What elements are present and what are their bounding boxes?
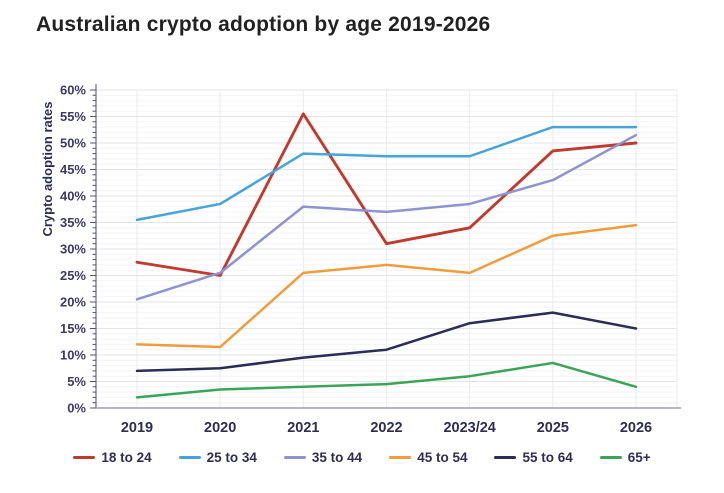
series-line-45-to-54 — [135, 223, 638, 349]
x-gridlines — [136, 90, 678, 408]
legend-label: 35 to 44 — [311, 450, 363, 465]
legend-item-25-to-34: 25 to 34 — [178, 450, 257, 465]
legend-swatch — [178, 456, 201, 459]
series-line-25-to-34 — [135, 125, 638, 222]
y-tick-label: 60% — [60, 83, 86, 98]
legend-label: 45 to 54 — [417, 450, 468, 465]
legend-swatch — [73, 456, 96, 459]
x-tick-label: 2020 — [204, 420, 236, 436]
legend-item-45-to-54: 45 to 54 — [389, 450, 467, 465]
legend-label: 25 to 34 — [206, 450, 257, 465]
y-tick-label: 55% — [60, 109, 86, 124]
legend-label: 18 to 24 — [101, 450, 152, 465]
legend-swatch — [599, 456, 622, 459]
legend-label: 55 to 64 — [522, 450, 573, 465]
y-tick-label: 15% — [60, 321, 86, 336]
series-line-35-to-44 — [135, 133, 638, 301]
chart-legend: 18 to 24 25 to 34 35 to 44 45 to 54 55 to 64… — [0, 450, 724, 465]
x-tick-label: 2021 — [287, 420, 319, 436]
legend-swatch — [283, 456, 306, 459]
y-tick-label: 5% — [67, 374, 86, 389]
x-tick-label: 2025 — [537, 420, 569, 436]
page-title: Australian crypto adoption by age 2019-2… — [36, 13, 491, 36]
legend-swatch — [389, 456, 412, 459]
x-tick-label: 2022 — [370, 420, 402, 436]
legend-swatch — [494, 456, 517, 459]
y-tick-label: 0% — [67, 401, 86, 416]
y-tick-label: 20% — [60, 295, 86, 310]
legend-item-65plus: 65+ — [599, 450, 651, 465]
y-tick-label: 40% — [60, 189, 86, 204]
series-line-18-to-24 — [135, 112, 638, 277]
legend-label: 65+ — [627, 450, 651, 465]
x-tick-label: 2026 — [620, 420, 652, 436]
y-tick-labels: 0% 5% 10% 15% 20% 25% 30% 35% 40% 45% 50% 55% 60% — [60, 83, 86, 416]
legend-item-55-to-64: 55 to 64 — [494, 450, 573, 465]
y-tick-label: 45% — [60, 162, 86, 177]
y-tick-label: 50% — [60, 136, 86, 151]
x-tick-label: 2019 — [121, 420, 153, 436]
y-tick-label: 10% — [60, 348, 86, 363]
series-line-65plus — [135, 361, 638, 399]
x-tick-label: 2023/24 — [443, 420, 495, 436]
y-tick-label: 35% — [60, 215, 86, 230]
legend-item-35-to-44: 35 to 44 — [283, 450, 363, 465]
y-ticks — [90, 89, 96, 409]
legend-item-18-to-24: 18 to 24 — [73, 450, 152, 465]
line-chart-canvas: 0% 5% 10% 15% 20% 25% 30% 35% 40% 45% 50% 55% 60% 201… — [60, 83, 681, 436]
x-tick-labels: 2019 2020 2021 2022 2023/24 2025 2026 — [121, 420, 652, 436]
y-tick-label: 25% — [60, 268, 86, 283]
crypto-adoption-chart: 0% 5% 10% 15% 20% 25% 30% 35% 40% 45% 50% 55% 60% 201… — [0, 70, 724, 445]
y-axis-title: Crypto adoption rates — [40, 101, 55, 237]
y-tick-label: 30% — [60, 242, 86, 257]
series-line-55-to-64 — [135, 311, 638, 373]
